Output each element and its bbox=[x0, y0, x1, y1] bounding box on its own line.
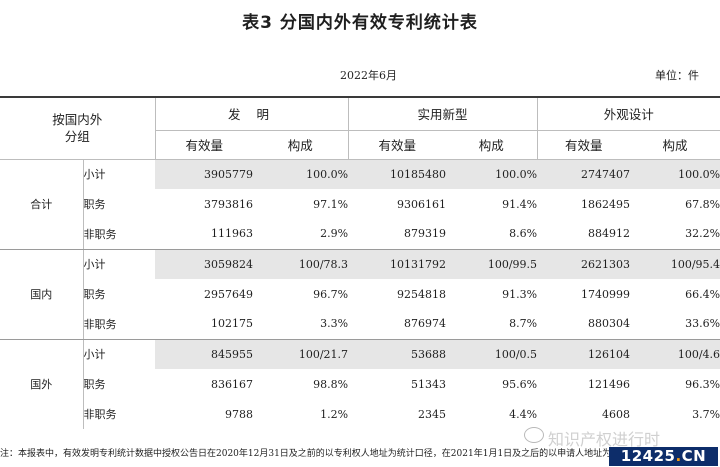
corner-header: 按国内外 分组 bbox=[0, 97, 156, 160]
table-row: 非职务 111963 2.9% 879319 8.6% 884912 32.2% bbox=[0, 219, 720, 250]
table-cell: 3793816 bbox=[204, 197, 254, 211]
row-label: 非职务 bbox=[82, 219, 156, 250]
col-header: 构成 bbox=[446, 130, 538, 160]
table-cell: 3905779 bbox=[155, 159, 254, 189]
row-label: 非职务 bbox=[82, 309, 156, 340]
footnote: 注：本报表中，有效发明专利统计数据中授权公告日在2020年12月31日及之前的以… bbox=[0, 449, 657, 459]
table-cell: 96.7% bbox=[313, 287, 349, 301]
table-cell: 3059824 bbox=[155, 249, 254, 279]
col-header: 构成 bbox=[630, 130, 720, 160]
page-title: 表3 分国内外有效专利统计表 bbox=[242, 13, 478, 33]
table-cell: 2747407 bbox=[537, 159, 631, 189]
report-date: 2022年6月 bbox=[340, 69, 397, 82]
table-cell: 9254818 bbox=[397, 287, 447, 301]
table-row: 非职务 9788 1.2% 2345 4.4% 4608 3.7% bbox=[0, 399, 720, 429]
row-label: 小计 bbox=[82, 249, 156, 279]
table-cell: 876974 bbox=[348, 309, 447, 340]
table-cell: 91.4% bbox=[502, 197, 538, 211]
logo-tld: CN bbox=[681, 447, 707, 465]
table-cell: 100.0% bbox=[446, 159, 538, 189]
unit-label: 单位：件 bbox=[655, 69, 699, 82]
table-cell: 9306161 bbox=[397, 197, 447, 211]
table-cell: 100/99.5 bbox=[446, 249, 538, 279]
table-cell: 91.3% bbox=[502, 287, 538, 301]
table-cell: 4.4% bbox=[509, 407, 538, 421]
logo-main: 12425 bbox=[620, 447, 676, 465]
table-cell: 3.7% bbox=[692, 407, 720, 421]
col-header: 构成 bbox=[253, 130, 349, 160]
group-label: 国内 bbox=[0, 249, 83, 340]
patent-stats-table: 按国内外 分组 发 明 实用新型 外观设计 有效量 构成 有效量 构成 有效量 … bbox=[0, 96, 720, 429]
table-cell: 8.7% bbox=[446, 309, 538, 340]
table-cell: 4608 bbox=[602, 407, 631, 421]
table-cell: 51343 bbox=[411, 377, 447, 391]
table-cell: 96.3% bbox=[685, 377, 720, 391]
table-cell: 100.0% bbox=[253, 159, 349, 189]
table-cell: 2621303 bbox=[537, 249, 631, 279]
table-cell: 121496 bbox=[588, 377, 631, 391]
table-cell: 1.2% bbox=[320, 407, 349, 421]
col-group-design: 外观设计 bbox=[536, 97, 720, 131]
col-header: 有效量 bbox=[347, 130, 447, 160]
table-cell: 2.9% bbox=[253, 219, 349, 250]
col-header: 有效量 bbox=[536, 130, 631, 160]
table-cell: 111963 bbox=[155, 219, 254, 250]
table-row: 国内 小计 3059824 100/78.3 10131792 100/99.5… bbox=[0, 249, 720, 340]
table-cell: 2957649 bbox=[204, 287, 254, 301]
group-label: 国外 bbox=[30, 378, 53, 392]
table-row: 职务 3793816 97.1% 9306161 91.4% 1862495 6… bbox=[0, 189, 720, 219]
table-cell: 32.2% bbox=[630, 219, 720, 250]
table-cell: 9788 bbox=[225, 407, 254, 421]
table-cell: 884912 bbox=[537, 219, 631, 250]
row-label: 小计 bbox=[82, 159, 156, 189]
table-cell: 100/95.4 bbox=[630, 249, 720, 279]
row-label: 职务 bbox=[82, 369, 156, 399]
table-row: 职务 836167 98.8% 51343 95.6% 121496 96.3% bbox=[0, 369, 720, 399]
table-cell: 53688 bbox=[348, 339, 447, 369]
site-logo: 12425.CN bbox=[609, 447, 718, 466]
table-cell: 100/0.5 bbox=[446, 339, 538, 369]
table-cell: 3.3% bbox=[253, 309, 349, 340]
table-cell: 845955 bbox=[155, 339, 254, 369]
table-cell: 100/78.3 bbox=[253, 249, 349, 279]
table-cell: 8.6% bbox=[446, 219, 538, 250]
table-cell: 67.8% bbox=[685, 197, 720, 211]
wechat-icon bbox=[524, 427, 544, 443]
col-header: 有效量 bbox=[154, 130, 254, 160]
table-cell: 2345 bbox=[418, 407, 447, 421]
table-cell: 100/4.6 bbox=[630, 339, 720, 369]
table-cell: 880304 bbox=[537, 309, 631, 340]
table-cell: 879319 bbox=[348, 219, 447, 250]
table-cell: 1862495 bbox=[581, 197, 631, 211]
corner-label: 按国内外 分组 bbox=[52, 112, 103, 145]
col-group-utility: 实用新型 bbox=[347, 97, 538, 131]
col-group-invention: 发 明 bbox=[154, 97, 349, 131]
table-cell: 10185480 bbox=[348, 159, 447, 189]
table-cell: 100/21.7 bbox=[253, 339, 349, 369]
table-cell: 98.8% bbox=[313, 377, 349, 391]
table-cell: 97.1% bbox=[313, 197, 349, 211]
table-cell: 33.6% bbox=[630, 309, 720, 340]
watermark: 知识产权进行时 bbox=[548, 430, 661, 449]
table-cell: 66.4% bbox=[685, 287, 720, 301]
logo-dot: . bbox=[675, 447, 682, 465]
table-cell: 100.0% bbox=[630, 159, 720, 189]
row-label: 非职务 bbox=[82, 399, 156, 429]
table-cell: 102175 bbox=[155, 309, 254, 340]
row-label: 职务 bbox=[82, 189, 156, 219]
table-cell: 1740999 bbox=[581, 287, 631, 301]
row-label: 职务 bbox=[82, 279, 156, 309]
table-cell: 126104 bbox=[537, 339, 631, 369]
table-row: 职务 2957649 96.7% 9254818 91.3% 1740999 6… bbox=[0, 279, 720, 309]
row-label: 小计 bbox=[82, 339, 156, 369]
table-row: 合计 小计 3905779 100.0% 10185480 100.0% 274… bbox=[0, 159, 720, 250]
table-row: 非职务 102175 3.3% 876974 8.7% 880304 33.6% bbox=[0, 309, 720, 340]
table-cell: 10131792 bbox=[348, 249, 447, 279]
table-cell: 836167 bbox=[211, 377, 254, 391]
table-cell: 95.6% bbox=[502, 377, 538, 391]
group-label: 合计 bbox=[0, 159, 83, 250]
table-row: 国外 小计 845955 100/21.7 53688 100/0.5 1261… bbox=[0, 339, 720, 391]
